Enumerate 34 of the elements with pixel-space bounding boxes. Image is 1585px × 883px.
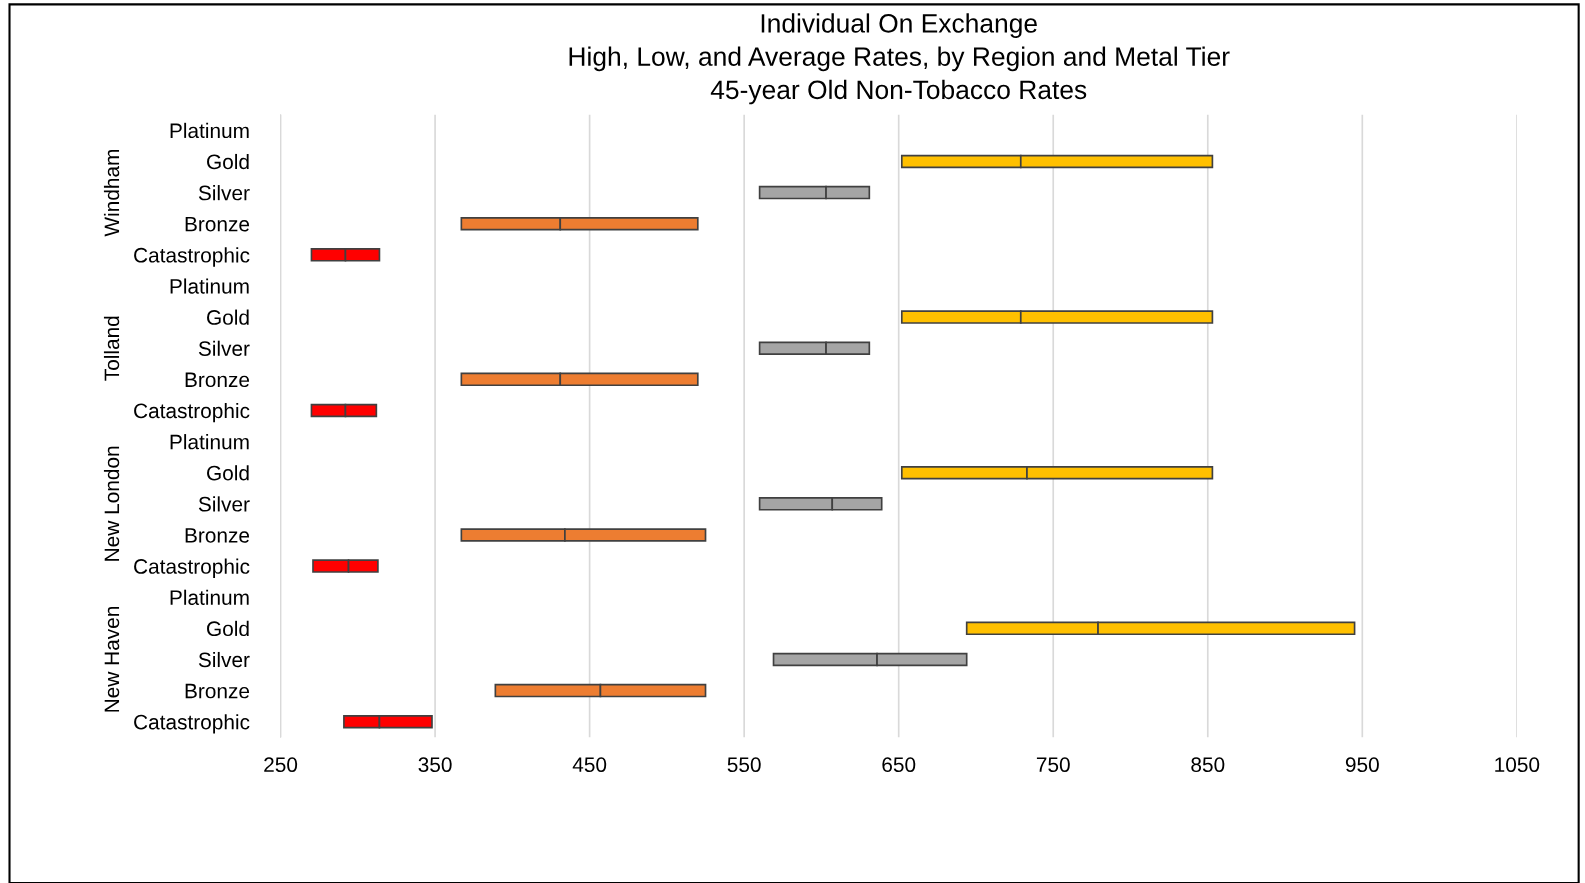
y-tick-label: Silver <box>198 496 250 512</box>
x-tick-label: 950 <box>1345 757 1379 773</box>
x-tick-label: 1050 <box>1495 757 1540 773</box>
text: Windham <box>103 149 120 237</box>
y-tick-label: Gold <box>207 465 249 481</box>
y-tick-label: Platinum <box>170 589 249 605</box>
y-tick-label: Catastrophic <box>134 558 250 578</box>
y-tick-label: Bronze <box>185 528 250 543</box>
chart-title: Individual On Exchange High, Low, and Average Rates, by Region and Metal Tier 45-year Old Non-Tobacco Rates <box>569 13 1230 105</box>
x-tick-label: 850 <box>1191 757 1225 773</box>
y-tick-label: Catastrophic <box>134 714 250 734</box>
text: New Haven <box>104 607 120 712</box>
text: Tolland <box>103 316 120 381</box>
x-tick-label: 550 <box>727 757 761 773</box>
y-tick-label: Platinum <box>170 434 249 450</box>
y-tick-label: Silver <box>198 185 250 201</box>
x-tick-label: 650 <box>882 757 916 773</box>
y-tick-label: Silver <box>198 651 250 668</box>
y-tick-label: Gold <box>207 620 249 637</box>
y-tick-label: Silver <box>198 340 250 356</box>
y-tick-label: Gold <box>207 309 249 325</box>
y-tick-label: Platinum <box>170 122 249 139</box>
x-tick-label: 450 <box>572 757 607 773</box>
y-tick-label: Bronze <box>185 372 250 388</box>
y-tick-label: Platinum <box>170 278 249 294</box>
y-tick-label: Bronze <box>185 683 250 699</box>
x-tick-label: 250 <box>264 757 298 773</box>
y-tick-label: Catastrophic <box>134 247 250 267</box>
y-tick-label: Catastrophic <box>134 402 250 423</box>
text: New London <box>103 446 120 561</box>
x-tick-label: 350 <box>418 757 452 773</box>
y-tick-label: Bronze <box>185 216 250 232</box>
x-tick-label: 750 <box>1036 757 1070 773</box>
y-tick-label: Gold <box>207 153 249 170</box>
